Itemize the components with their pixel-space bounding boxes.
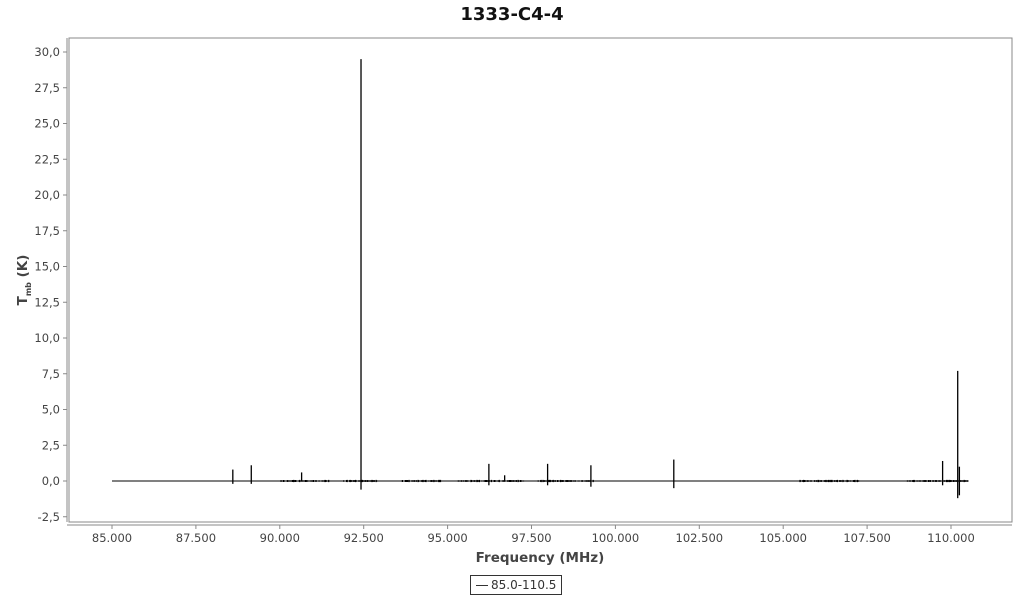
- noise-region: [537, 479, 596, 483]
- y-tick-label: 12,5: [34, 295, 60, 309]
- legend[interactable]: 85.0-110.5: [470, 575, 563, 595]
- x-tick-label: 87.500: [176, 531, 216, 545]
- y-tick-label: 5,0: [42, 403, 60, 417]
- y-tick-label: 22,5: [34, 152, 60, 166]
- x-tick-label: 102.500: [676, 531, 724, 545]
- x-tick-label: 97.500: [511, 531, 551, 545]
- x-tick-label: 100.000: [592, 531, 640, 545]
- x-tick-label: 92.500: [344, 531, 384, 545]
- noise-region: [799, 479, 861, 483]
- y-tick-label: 15,0: [34, 260, 60, 274]
- y-tick-label: 30,0: [34, 45, 60, 59]
- x-tick-label: 90.000: [260, 531, 300, 545]
- plot-frame: [68, 37, 1013, 523]
- y-tick-label: -2,5: [38, 510, 60, 524]
- y-tick-label: 2,5: [42, 438, 60, 452]
- noise-region: [457, 479, 526, 483]
- y-axis-label: Tmb (K): [15, 255, 33, 306]
- y-tick-label: 17,5: [34, 224, 60, 238]
- x-tick-label: 95.000: [427, 531, 467, 545]
- legend-swatch: [476, 585, 488, 586]
- y-tick-label: 20,0: [34, 188, 60, 202]
- y-tick-label: 7,5: [42, 367, 60, 381]
- y-tick-label: 0,0: [42, 474, 60, 488]
- chart-title: 1333-C4-4: [460, 4, 564, 25]
- noise-region: [906, 479, 969, 483]
- noise-region: [400, 479, 442, 483]
- noise-region: [343, 479, 378, 483]
- x-tick-label: 85.000: [92, 531, 132, 545]
- y-tick-label: 25,0: [34, 117, 60, 131]
- x-axis-label: Frequency (MHz): [476, 550, 605, 566]
- y-tick-label: 10,0: [34, 331, 60, 345]
- noise-region: [279, 479, 331, 483]
- x-tick-label: 110.000: [927, 531, 975, 545]
- x-tick-label: 105.000: [759, 531, 807, 545]
- y-tick-label: 27,5: [34, 81, 60, 95]
- legend-label: 85.0-110.5: [491, 578, 557, 592]
- x-tick-label: 107.500: [843, 531, 891, 545]
